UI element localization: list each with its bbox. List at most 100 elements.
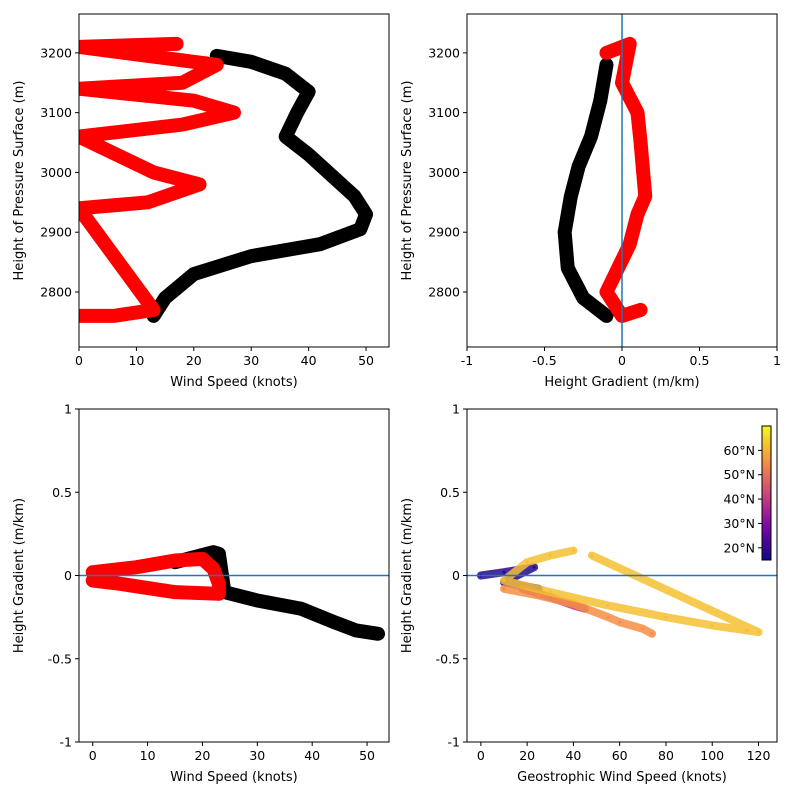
x-tick-label: 0	[75, 353, 83, 368]
data-point	[192, 99, 196, 103]
data-point	[636, 212, 639, 216]
x-tick-label: 30	[249, 748, 265, 763]
data-point	[284, 72, 288, 76]
y-tick-label: 3000	[40, 165, 72, 180]
data-point	[641, 627, 645, 631]
data-point	[192, 272, 196, 276]
data-point	[91, 578, 95, 582]
data-point	[636, 111, 639, 115]
x-tick-label: 20	[186, 353, 202, 368]
x-tick-label: -1	[461, 353, 473, 368]
y-axis-label: Height of Pressure Surface (m)	[12, 81, 27, 281]
x-tick-label: 0	[618, 353, 626, 368]
data-point	[353, 194, 357, 198]
chart-panel-bottom-right: 0 20 40 60 80 100 120 -1 -0.5 0 0.5 1 Geostrophic Wi…	[400, 402, 778, 785]
data-point	[217, 592, 221, 596]
colorbar-tick-label: 30°N	[723, 516, 755, 531]
data-point	[590, 554, 594, 558]
x-tick-label: 60	[612, 748, 628, 763]
x-tick-label: -0.5	[532, 353, 556, 368]
y-tick-label: 2800	[428, 284, 460, 299]
x-tick-label: 20	[519, 748, 535, 763]
y-axis-label: Height Gradient (m/km)	[12, 498, 27, 653]
data-point	[180, 81, 184, 85]
data-point	[502, 578, 506, 582]
y-tick-label: 3100	[40, 105, 72, 120]
data-point	[173, 559, 177, 563]
data-point	[569, 194, 573, 198]
data-point	[756, 630, 760, 634]
data-point	[152, 170, 156, 174]
data-point	[249, 60, 253, 64]
data-point	[111, 314, 115, 318]
data-point	[745, 628, 749, 632]
x-tick-label: 50	[359, 748, 375, 763]
data-point	[330, 173, 334, 177]
data-point	[332, 620, 336, 624]
x-tick-label: 1	[773, 353, 781, 368]
series-1	[599, 36, 653, 323]
y-tick-label: 2900	[428, 225, 460, 240]
data-point	[307, 152, 311, 156]
y-tick-label: 2800	[40, 284, 72, 299]
data-point	[198, 182, 202, 186]
data-point	[537, 593, 541, 597]
data-point	[532, 565, 536, 569]
data-point	[502, 570, 506, 574]
plot-area	[85, 545, 386, 641]
data-point	[364, 212, 368, 216]
data-point	[307, 90, 311, 94]
data-point	[217, 582, 221, 586]
colorbar-tick-label: 60°N	[723, 443, 755, 458]
data-point	[146, 200, 150, 204]
x-tick-label: 0	[89, 748, 97, 763]
data-point	[255, 598, 259, 602]
data-point	[249, 254, 253, 258]
x-tick-label: 0.5	[690, 353, 710, 368]
series-3	[500, 546, 763, 637]
data-point	[548, 590, 552, 594]
x-axis-label: Geostrophic Wind Speed (knots)	[517, 770, 727, 785]
chart-panel-top-right: -1 -0.5 0 0.5 1 2800 2900 3000 3100 3200 Height Gr…	[400, 13, 781, 390]
data-point	[180, 123, 184, 127]
data-point	[163, 296, 167, 300]
data-point	[152, 308, 156, 312]
series-0	[146, 48, 374, 323]
y-tick-label: 3200	[428, 45, 460, 60]
x-axis-label: Height Gradient (m/km)	[544, 375, 699, 390]
y-tick-label: 0	[64, 568, 72, 583]
data-point	[589, 135, 593, 139]
y-tick-label: 3000	[428, 165, 460, 180]
data-point	[284, 135, 288, 139]
y-tick-label: 1	[64, 402, 72, 417]
y-axis-label: Height Gradient (m/km)	[400, 498, 415, 653]
y-tick-label: 0	[452, 568, 460, 583]
x-tick-label: 10	[128, 353, 144, 368]
y-tick-label: 0.5	[440, 485, 460, 500]
data-point	[548, 554, 552, 558]
data-point	[643, 194, 647, 198]
data-point	[211, 567, 215, 571]
data-point	[639, 141, 643, 145]
data-point	[650, 632, 654, 636]
x-tick-label: 50	[358, 353, 374, 368]
x-tick-label: 120	[747, 748, 771, 763]
data-point	[175, 42, 179, 46]
x-tick-label: 0	[477, 748, 485, 763]
data-point	[605, 63, 608, 67]
data-point	[135, 565, 139, 569]
colorbar-tick-label: 20°N	[723, 540, 755, 555]
data-point	[571, 549, 575, 553]
data-point	[598, 99, 602, 103]
series-1	[85, 551, 226, 601]
data-point	[295, 111, 299, 115]
data-point	[605, 290, 608, 294]
data-point	[571, 602, 575, 606]
series-1	[79, 36, 241, 323]
colorbar-gradient	[761, 425, 772, 561]
colorbar-tick-label: 40°N	[723, 492, 755, 507]
x-tick-label: 10	[140, 748, 156, 763]
data-point	[566, 266, 570, 270]
data-point	[605, 314, 608, 318]
